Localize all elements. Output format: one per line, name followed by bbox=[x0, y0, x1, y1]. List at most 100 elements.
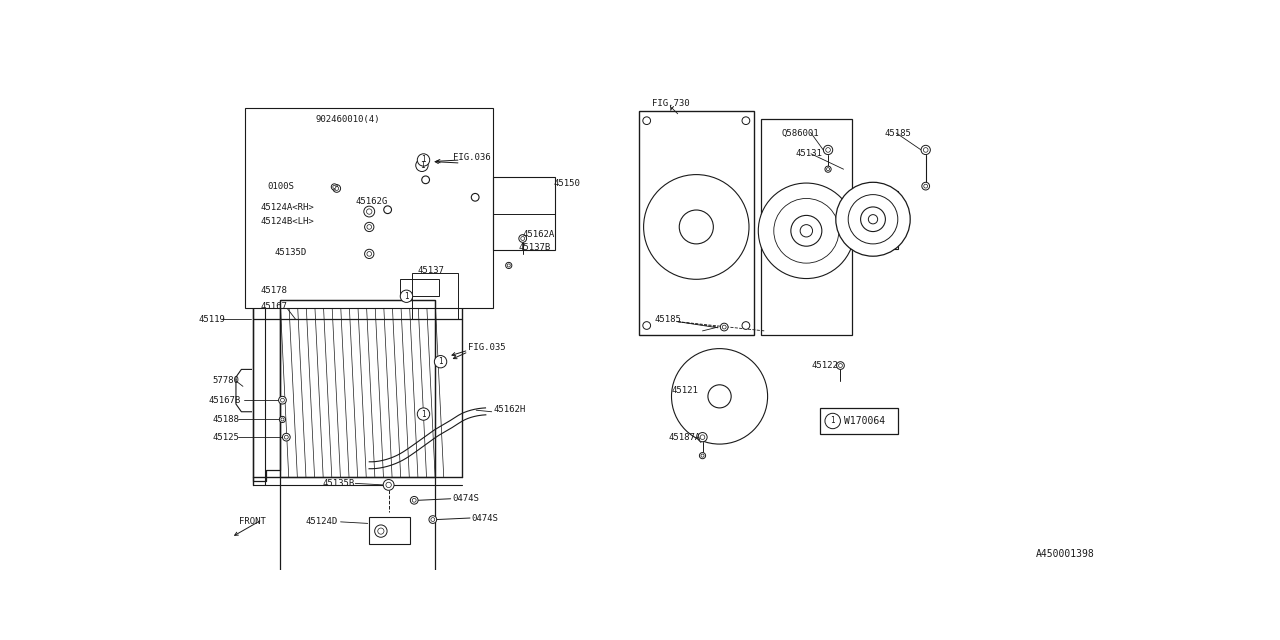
Circle shape bbox=[429, 516, 436, 524]
Circle shape bbox=[758, 183, 855, 278]
Text: 1: 1 bbox=[404, 292, 408, 301]
Text: 1: 1 bbox=[438, 357, 443, 366]
Circle shape bbox=[365, 249, 374, 259]
Text: 45124B<LH>: 45124B<LH> bbox=[261, 217, 315, 226]
Circle shape bbox=[923, 148, 928, 152]
Circle shape bbox=[283, 433, 291, 441]
Circle shape bbox=[367, 252, 371, 256]
Circle shape bbox=[279, 396, 287, 404]
Text: 45185: 45185 bbox=[884, 129, 911, 138]
Circle shape bbox=[385, 482, 392, 488]
Circle shape bbox=[507, 264, 511, 267]
Text: 1: 1 bbox=[421, 156, 426, 164]
Circle shape bbox=[378, 528, 384, 534]
Circle shape bbox=[367, 225, 371, 229]
Circle shape bbox=[333, 184, 340, 192]
Text: 1: 1 bbox=[420, 161, 424, 170]
Text: 45150: 45150 bbox=[554, 179, 581, 188]
Circle shape bbox=[827, 168, 829, 171]
Circle shape bbox=[800, 225, 813, 237]
Text: 45137B: 45137B bbox=[518, 243, 550, 252]
Circle shape bbox=[364, 206, 375, 217]
Text: 45124D: 45124D bbox=[306, 517, 338, 526]
Bar bbox=[401, 279, 439, 296]
Circle shape bbox=[708, 385, 731, 408]
Text: FRONT: FRONT bbox=[239, 516, 266, 525]
Circle shape bbox=[838, 364, 842, 367]
Circle shape bbox=[824, 413, 841, 429]
Text: 45162H: 45162H bbox=[493, 405, 526, 414]
Circle shape bbox=[680, 210, 713, 244]
Circle shape bbox=[924, 184, 928, 188]
Text: 1: 1 bbox=[421, 410, 426, 419]
Bar bbox=[280, 300, 435, 477]
Circle shape bbox=[332, 184, 338, 190]
Circle shape bbox=[401, 290, 412, 303]
Text: Q586001: Q586001 bbox=[782, 129, 819, 138]
Text: 45162A: 45162A bbox=[522, 230, 556, 239]
Circle shape bbox=[280, 398, 284, 402]
Bar bbox=[412, 273, 458, 319]
Circle shape bbox=[284, 435, 288, 439]
Circle shape bbox=[471, 193, 479, 201]
Bar bbox=[849, 191, 897, 248]
Bar bbox=[369, 517, 410, 544]
Text: 0474S: 0474S bbox=[452, 494, 479, 503]
Circle shape bbox=[279, 417, 285, 422]
Text: 45188: 45188 bbox=[212, 415, 239, 424]
Circle shape bbox=[643, 117, 650, 125]
Circle shape bbox=[699, 452, 705, 459]
Circle shape bbox=[421, 176, 430, 184]
Text: 45122: 45122 bbox=[812, 361, 838, 370]
Bar bbox=[820, 408, 897, 434]
Circle shape bbox=[417, 408, 430, 420]
Text: 45185: 45185 bbox=[654, 315, 681, 324]
Circle shape bbox=[868, 214, 878, 224]
Text: 45178: 45178 bbox=[261, 286, 288, 295]
Circle shape bbox=[412, 499, 416, 502]
Text: 1: 1 bbox=[831, 417, 835, 426]
Text: 45135B: 45135B bbox=[323, 479, 355, 488]
Text: A450001398: A450001398 bbox=[1036, 549, 1094, 559]
Circle shape bbox=[823, 145, 833, 155]
Text: 45119: 45119 bbox=[198, 315, 225, 324]
Circle shape bbox=[837, 362, 845, 369]
Text: 45162G: 45162G bbox=[356, 197, 388, 206]
Text: FIG.730: FIG.730 bbox=[652, 99, 690, 108]
Text: 902460010(4): 902460010(4) bbox=[315, 115, 379, 124]
Circle shape bbox=[383, 479, 394, 490]
Text: 45135D: 45135D bbox=[275, 248, 307, 257]
Text: 45124A<RH>: 45124A<RH> bbox=[261, 203, 315, 212]
Circle shape bbox=[521, 237, 525, 241]
Circle shape bbox=[742, 322, 750, 330]
Text: 45131: 45131 bbox=[795, 149, 822, 158]
Circle shape bbox=[698, 433, 707, 442]
Text: 0474S: 0474S bbox=[471, 513, 498, 522]
Circle shape bbox=[701, 454, 704, 457]
Circle shape bbox=[824, 166, 831, 172]
Circle shape bbox=[791, 216, 822, 246]
Text: 45125: 45125 bbox=[212, 433, 239, 442]
Circle shape bbox=[280, 418, 284, 421]
Circle shape bbox=[643, 322, 650, 330]
Circle shape bbox=[849, 195, 897, 244]
Text: 57780: 57780 bbox=[212, 376, 239, 385]
Circle shape bbox=[366, 209, 372, 214]
Circle shape bbox=[384, 206, 392, 214]
Circle shape bbox=[335, 186, 339, 190]
Text: FIG.035: FIG.035 bbox=[468, 343, 506, 353]
Text: 45167: 45167 bbox=[261, 301, 288, 311]
Circle shape bbox=[416, 159, 428, 172]
Bar bbox=[280, 300, 435, 640]
Bar bbox=[639, 111, 754, 335]
Circle shape bbox=[700, 435, 705, 440]
Circle shape bbox=[922, 182, 929, 190]
Circle shape bbox=[860, 207, 886, 232]
Text: 45167B: 45167B bbox=[209, 396, 241, 404]
Circle shape bbox=[365, 222, 374, 232]
Circle shape bbox=[672, 349, 768, 444]
Circle shape bbox=[826, 148, 831, 152]
Text: 45137: 45137 bbox=[417, 266, 444, 275]
Circle shape bbox=[411, 497, 419, 504]
Circle shape bbox=[506, 262, 512, 269]
